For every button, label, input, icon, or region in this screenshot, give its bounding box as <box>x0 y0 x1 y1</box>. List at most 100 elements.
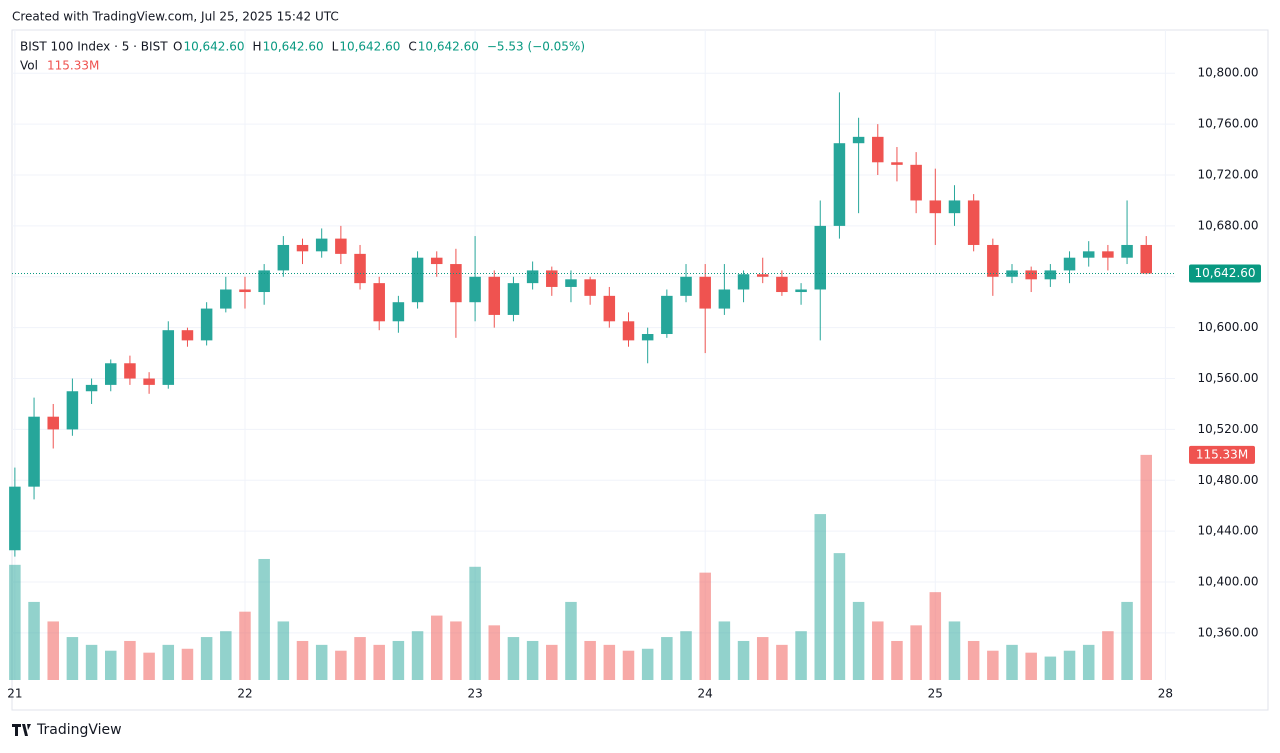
volume-bar <box>1025 652 1037 680</box>
candle-body <box>661 295 673 335</box>
candle-body <box>872 136 884 163</box>
price-label: 10,642.60 <box>1194 266 1255 280</box>
volume-bar <box>1140 454 1152 680</box>
ohlc-value: 10,642.60 <box>418 40 479 54</box>
x-tick-label: 22 <box>237 687 252 701</box>
candle-body <box>814 225 827 290</box>
volume-bar <box>411 631 424 680</box>
candle-body <box>910 164 922 201</box>
candle-body <box>469 276 481 303</box>
chart-frame <box>11 29 1269 711</box>
x-tick-label: 25 <box>928 687 943 701</box>
volume-bar <box>9 564 21 680</box>
candle-body <box>507 283 520 315</box>
y-tick-label: 10,720.00 <box>1197 168 1258 182</box>
volume-bar <box>66 637 79 680</box>
ohlc-value: 10,642.60 <box>339 40 400 54</box>
volume-bar <box>296 640 309 680</box>
candle-body <box>1082 251 1095 258</box>
volume-bar <box>1082 644 1095 680</box>
candle-body <box>948 200 961 214</box>
candle-body <box>47 416 59 430</box>
volume-bar <box>872 621 884 680</box>
candle-body <box>622 321 635 341</box>
volume-bar <box>1102 631 1114 680</box>
volume-bar <box>105 650 117 680</box>
volume-bar <box>143 652 155 680</box>
volume-bar <box>641 648 654 680</box>
volume-bar <box>335 650 347 680</box>
volume-bar <box>354 637 366 680</box>
candle-body <box>546 270 558 287</box>
candle-body <box>737 274 750 290</box>
candle-body <box>967 200 980 245</box>
candle-body <box>833 143 846 226</box>
candle-body <box>756 274 769 277</box>
candle-body <box>891 162 903 165</box>
volume-bar <box>910 625 922 680</box>
candle-body <box>1140 244 1152 274</box>
volume-bar <box>546 644 558 680</box>
y-tick-label: 10,800.00 <box>1197 66 1258 80</box>
volume-bar <box>833 553 846 680</box>
y-tick-label: 10,760.00 <box>1197 117 1258 131</box>
volume-bar <box>220 631 232 680</box>
ohlc-key: C <box>408 40 416 54</box>
candle-body <box>66 391 79 430</box>
candle-body <box>488 276 501 315</box>
brand: TradingView <box>36 722 122 738</box>
volume-bar <box>1006 644 1018 680</box>
volume-bar <box>392 640 405 680</box>
candle-body <box>28 416 40 487</box>
candle-body <box>373 283 385 322</box>
volume-bar <box>277 621 290 680</box>
volume-bar <box>622 650 635 680</box>
symbol: BIST 100 Index · 5 · BIST <box>20 40 168 54</box>
ohlc-key: O <box>173 40 182 54</box>
volume-bar <box>603 644 616 680</box>
credit: Created with TradingView.com, Jul 25, 20… <box>12 10 339 24</box>
candle-body <box>852 136 865 144</box>
volume-bar <box>315 644 328 680</box>
candle-body <box>143 378 155 385</box>
volume-bar <box>967 640 980 680</box>
candle-body <box>1044 270 1057 280</box>
change: −5.53 (−0.05%) <box>487 40 585 54</box>
ohlc-value: 10,642.60 <box>263 40 324 54</box>
volume-bar <box>1121 601 1133 680</box>
volume-bar <box>239 611 251 680</box>
candle-body <box>354 253 366 284</box>
volume-bar <box>661 637 673 680</box>
volume-bar <box>737 640 750 680</box>
y-tick-label: 10,520.00 <box>1197 422 1258 436</box>
y-tick-label: 10,600.00 <box>1197 320 1258 334</box>
volume-bar <box>373 644 385 680</box>
candle-body <box>277 244 290 271</box>
volume-value: 115.33M <box>47 59 99 73</box>
volume-bar <box>852 601 865 680</box>
volume-label-bg <box>1189 445 1255 464</box>
volume-bar <box>948 621 961 680</box>
volume-bar <box>929 592 942 680</box>
candle-body <box>1006 270 1018 277</box>
x-tick-label: 23 <box>467 687 482 701</box>
volume-bar <box>526 640 539 680</box>
y-tick-label: 10,560.00 <box>1197 371 1258 385</box>
candle-body <box>641 334 654 341</box>
volume-bar <box>1063 650 1076 680</box>
candle-body <box>680 276 692 296</box>
candle-body <box>181 330 194 341</box>
candle-body <box>1025 270 1037 280</box>
volume-bar <box>987 650 999 680</box>
candle-body <box>296 244 309 252</box>
price-label-bg <box>1189 264 1261 283</box>
volume-bar <box>450 621 462 680</box>
volume-bar <box>162 644 175 680</box>
volume-bar <box>718 621 731 680</box>
volume-bar <box>795 631 807 680</box>
candle-body <box>430 257 443 265</box>
volume-bar <box>28 601 40 680</box>
candle-body <box>565 279 577 287</box>
volume-bar <box>699 572 711 680</box>
y-tick-label: 10,400.00 <box>1197 575 1258 589</box>
